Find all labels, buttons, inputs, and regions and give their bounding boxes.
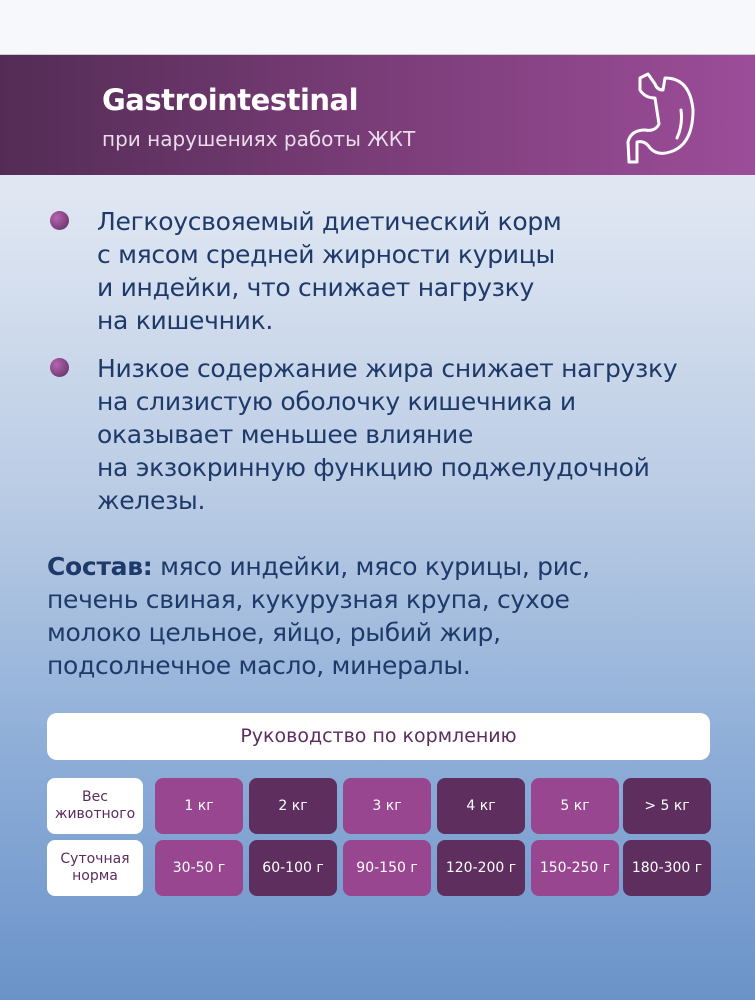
composition-label: Состав: <box>47 552 153 581</box>
bullet-dot-icon <box>50 358 69 377</box>
bullet-text: Низкое содержание жира снижает нагрузку … <box>97 354 678 515</box>
weight-cell: 4 кг <box>437 778 525 834</box>
title: Gastrointestinal <box>102 83 359 117</box>
norm-cell: 120-200 г <box>437 840 525 896</box>
weight-cell: > 5 кг <box>623 778 711 834</box>
weight-cell: 3 кг <box>343 778 431 834</box>
weight-cell: 1 кг <box>155 778 243 834</box>
header-banner: Gastrointestinal при нарушениях работы Ж… <box>0 55 755 175</box>
weight-cell: 5 кг <box>531 778 619 834</box>
row-label-weight: Вес животного <box>47 778 143 834</box>
norm-cell: 180-300 г <box>623 840 711 896</box>
stomach-icon <box>626 72 695 164</box>
norm-cell: 30-50 г <box>155 840 243 896</box>
norm-cell: 90-150 г <box>343 840 431 896</box>
row-label-norm: Суточная норма <box>47 840 143 896</box>
bullet-item: Легкоусвояемый диетический корм с мясом … <box>50 205 562 337</box>
feeding-guide-title: Руководство по кормлению <box>47 713 710 760</box>
bullet-dot-icon <box>50 211 69 230</box>
bullet-item: Низкое содержание жира снижает нагрузку … <box>50 352 678 517</box>
top-bar <box>0 0 755 55</box>
bullet-text: Легкоусвояемый диетический корм с мясом … <box>97 207 562 335</box>
composition: Состав: мясо индейки, мясо курицы, рис, … <box>47 550 727 682</box>
norm-cell: 60-100 г <box>249 840 337 896</box>
composition-text: мясо индейки, мясо курицы, рис, печень с… <box>47 552 590 680</box>
norm-cell: 150-250 г <box>531 840 619 896</box>
weight-cell: 2 кг <box>249 778 337 834</box>
subtitle: при нарушениях работы ЖКТ <box>102 127 416 151</box>
